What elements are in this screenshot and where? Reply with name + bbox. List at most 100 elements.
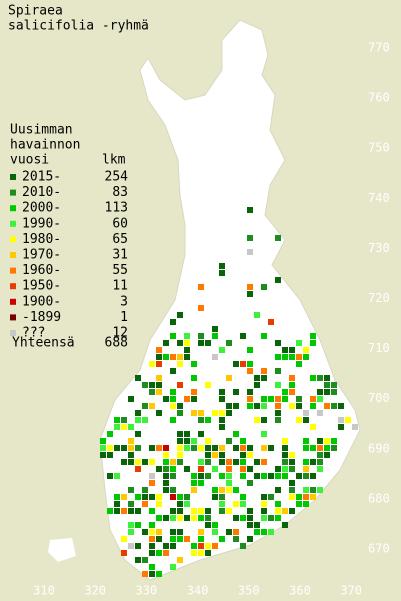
legend-label: 1950- xyxy=(22,279,61,294)
observation-square xyxy=(142,403,148,409)
observation-square xyxy=(289,347,295,353)
observation-square xyxy=(303,459,309,465)
observation-square xyxy=(149,522,155,528)
observation-square xyxy=(317,389,323,395)
observation-square xyxy=(184,340,190,346)
observation-square xyxy=(163,459,169,465)
observation-square xyxy=(128,543,134,549)
observation-square xyxy=(247,480,253,486)
observation-square xyxy=(233,529,239,535)
observation-square xyxy=(289,508,295,514)
observation-square xyxy=(114,508,120,514)
observation-square xyxy=(268,494,274,500)
observation-square xyxy=(219,452,225,458)
observation-square xyxy=(177,508,183,514)
observation-square xyxy=(128,445,134,451)
observation-square xyxy=(310,333,316,339)
observation-square xyxy=(289,375,295,381)
observation-square xyxy=(205,340,211,346)
observation-square xyxy=(170,543,176,549)
observation-square xyxy=(170,319,176,325)
observation-square xyxy=(135,557,141,563)
observation-square xyxy=(338,424,344,430)
observation-square xyxy=(191,543,197,549)
observation-square xyxy=(240,452,246,458)
observation-square xyxy=(198,417,204,423)
observation-square xyxy=(247,515,253,521)
observation-square xyxy=(212,410,218,416)
observation-square xyxy=(317,396,323,402)
observation-square xyxy=(310,459,316,465)
observation-square xyxy=(121,445,127,451)
observation-square xyxy=(198,459,204,465)
observation-square xyxy=(135,431,141,437)
observation-square xyxy=(191,473,197,479)
legend-heading: vuosi xyxy=(10,153,49,168)
observation-square xyxy=(205,438,211,444)
observation-square xyxy=(107,473,113,479)
observation-square xyxy=(156,389,162,395)
observation-square xyxy=(226,340,232,346)
legend-heading: havainnon xyxy=(10,138,80,153)
observation-square xyxy=(212,354,218,360)
observation-square xyxy=(156,571,162,577)
observation-square xyxy=(331,445,337,451)
observation-square xyxy=(226,508,232,514)
observation-square xyxy=(163,515,169,521)
observation-square xyxy=(268,473,274,479)
observation-square xyxy=(212,466,218,472)
observation-square xyxy=(254,417,260,423)
x-axis-label: 370 xyxy=(340,584,362,598)
observation-square xyxy=(121,494,127,500)
legend-swatch xyxy=(10,267,16,274)
observation-square xyxy=(156,536,162,542)
observation-square xyxy=(184,494,190,500)
observation-square xyxy=(212,326,218,332)
observation-square xyxy=(107,452,113,458)
observation-square xyxy=(114,473,120,479)
observation-square xyxy=(247,249,253,255)
observation-square xyxy=(247,284,253,290)
observation-square xyxy=(198,333,204,339)
observation-square xyxy=(282,459,288,465)
observation-square xyxy=(135,410,141,416)
observation-square xyxy=(205,417,211,423)
observation-square xyxy=(226,375,232,381)
legend-count: 1 xyxy=(120,310,128,325)
observation-square xyxy=(149,529,155,535)
observation-square xyxy=(212,445,218,451)
legend-count: 31 xyxy=(112,248,128,263)
observation-square xyxy=(149,508,155,514)
observation-square xyxy=(282,438,288,444)
observation-square xyxy=(240,438,246,444)
observation-square xyxy=(114,501,120,507)
observation-square xyxy=(163,487,169,493)
observation-square xyxy=(310,487,316,493)
observation-square xyxy=(240,466,246,472)
x-axis-label: 310 xyxy=(33,584,55,598)
observation-square xyxy=(219,494,225,500)
observation-square xyxy=(247,368,253,374)
observation-square xyxy=(219,473,225,479)
observation-square xyxy=(275,396,281,402)
observation-square xyxy=(191,410,197,416)
observation-square xyxy=(261,515,267,521)
observation-square xyxy=(177,557,183,563)
legend-swatch xyxy=(10,283,16,290)
observation-square xyxy=(254,522,260,528)
observation-square xyxy=(240,515,246,521)
observation-square xyxy=(317,438,323,444)
observation-square xyxy=(275,466,281,472)
observation-square xyxy=(226,410,232,416)
observation-square xyxy=(170,487,176,493)
observation-square xyxy=(317,445,323,451)
observation-square xyxy=(205,452,211,458)
observation-square xyxy=(142,417,148,423)
observation-square xyxy=(338,403,344,409)
observation-square xyxy=(247,389,253,395)
observation-square xyxy=(205,522,211,528)
legend-count: 113 xyxy=(105,201,128,216)
observation-square xyxy=(212,522,218,528)
observation-square xyxy=(177,445,183,451)
observation-square xyxy=(170,459,176,465)
